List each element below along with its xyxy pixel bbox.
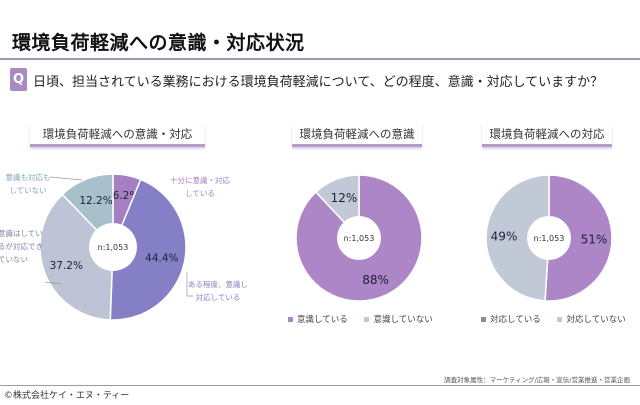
pie-slice [544,174,613,302]
legend-awareness: 意識している 意識していない [288,313,447,325]
slice-callout-label: 十分に意識・対応 [170,175,230,185]
pie-slice [109,178,187,321]
chart-title-action: 環境負荷軽減への対応 [482,124,612,147]
slice-callout-label: ていない [0,255,28,264]
slice-callout-label: 意識も対応も [6,172,51,182]
legend-label: 意識している [297,315,348,325]
legend-label: 対応している [490,315,541,325]
callout-leader-line [44,281,63,285]
sample-size-label: n:1,053 [344,234,375,243]
slice-value-label: 51% [581,232,608,246]
survey-note: 調査対象属性：マーケティング/広報・宣伝/営業推進・営業企画 [444,376,630,384]
footer-divider [0,385,640,386]
donut-hole [527,216,571,260]
legend-action: 対応している 対応していない [481,313,640,325]
callout-leader-line [49,176,83,181]
legend-label: 意識していない [373,315,433,325]
slice-value-label: 44.4% [145,253,178,265]
legend-swatch [557,317,563,322]
sample-size-label: n:1,053 [534,234,565,243]
page-title: 環境負荷軽減への意識・対応状況 [12,32,305,54]
legend-item: 対応している [481,315,541,325]
title-divider [0,58,640,60]
legend-item: 意識していない [364,315,433,325]
question-text: 日頃、担当されている業務における環境負荷軽減について、どの程度、意識・対応してい… [33,75,604,90]
donut-hole [89,223,137,271]
pie-slice [39,193,114,321]
sample-size-label: n:1,053 [98,243,129,252]
legend-label: 対応していない [566,315,626,325]
question-badge: Q [10,68,27,91]
slice-callout-label: 意識はしてい [0,228,43,238]
slice-value-label: 37.2% [50,260,83,272]
slice-callout-label: 対応している [196,292,241,302]
chart-title-awareness-action: 環境負荷軽減への意識・対応 [30,124,205,147]
pie-slice [485,174,550,302]
copyright: ©株式会社ケイ・エヌ・ティー [4,391,130,401]
legend-swatch [288,317,293,322]
slice-callout-label: している [185,189,215,198]
slice-value-label: 49% [491,230,518,244]
slice-value-label: 88% [362,273,389,287]
legend-swatch [481,317,486,322]
slice-callout-label: ある程度、意識し [188,279,248,289]
slice-value-label: 12% [331,191,358,205]
donut-hole [337,216,381,260]
legend-swatch [364,317,370,322]
callout-leader-line [186,272,193,297]
slice-value-label: 12.2% [79,195,112,207]
legend-item: 意識している [288,315,348,325]
legend-item: 対応していない [557,315,626,325]
slice-callout-label: していない [9,186,46,195]
chart-title-awareness: 環境負荷軽減への意識 [292,124,422,147]
slice-callout-label: るが対応でき [0,241,43,251]
